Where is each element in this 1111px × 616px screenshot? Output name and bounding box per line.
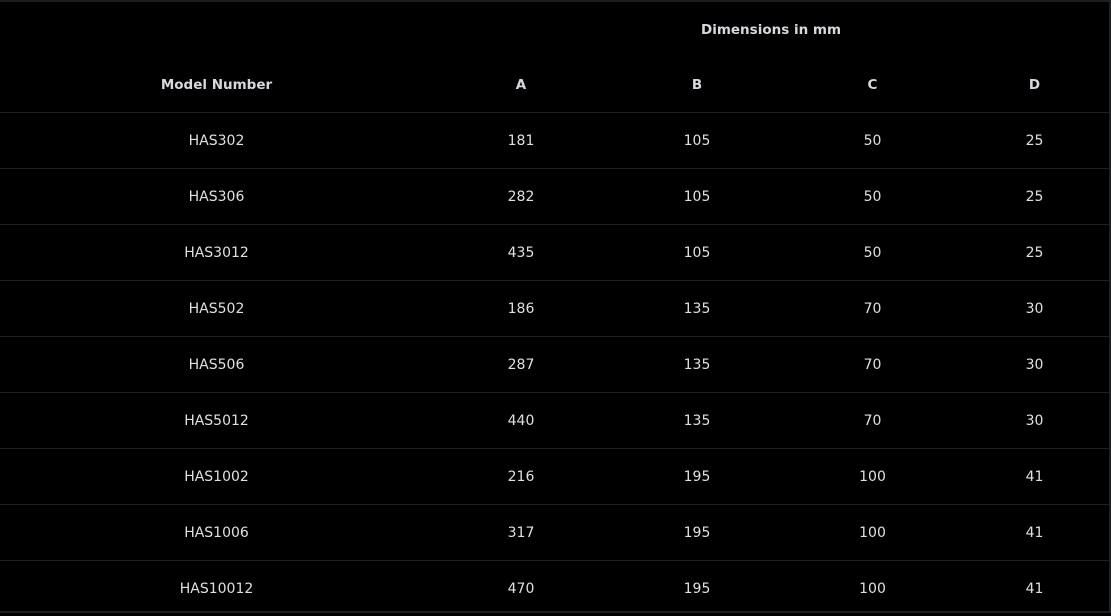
cell-b: 105: [609, 225, 785, 281]
cell-a: 470: [433, 561, 609, 616]
cell-d: 30: [960, 337, 1109, 393]
cell-model-number: HAS5012: [0, 393, 433, 449]
cell-c: 100: [785, 561, 960, 616]
cell-d: 41: [960, 449, 1109, 505]
cell-b: 135: [609, 281, 785, 337]
header-d: D: [960, 57, 1109, 113]
header-spacer: [0, 2, 433, 57]
cell-model-number: HAS10012: [0, 561, 433, 616]
cell-model-number: HAS502: [0, 281, 433, 337]
column-header-row: Model Number A B C D: [0, 57, 1109, 113]
cell-model-number: HAS3012: [0, 225, 433, 281]
cell-c: 70: [785, 337, 960, 393]
cell-d: 41: [960, 561, 1109, 616]
cell-d: 30: [960, 393, 1109, 449]
cell-a: 282: [433, 169, 609, 225]
cell-c: 50: [785, 169, 960, 225]
cell-model-number: HAS306: [0, 169, 433, 225]
cell-b: 195: [609, 561, 785, 616]
cell-c: 50: [785, 113, 960, 169]
cell-model-number: HAS1006: [0, 505, 433, 561]
cell-d: 25: [960, 225, 1109, 281]
group-header-row: Dimensions in mm: [0, 2, 1109, 57]
header-model-number: Model Number: [0, 57, 433, 113]
cell-c: 70: [785, 393, 960, 449]
cell-b: 105: [609, 169, 785, 225]
header-b: B: [609, 57, 785, 113]
cell-a: 435: [433, 225, 609, 281]
cell-d: 25: [960, 169, 1109, 225]
cell-d: 25: [960, 113, 1109, 169]
cell-c: 100: [785, 505, 960, 561]
cell-b: 135: [609, 337, 785, 393]
cell-c: 70: [785, 281, 960, 337]
cell-a: 186: [433, 281, 609, 337]
cell-b: 195: [609, 449, 785, 505]
cell-model-number: HAS1002: [0, 449, 433, 505]
cell-b: 105: [609, 113, 785, 169]
cell-a: 440: [433, 393, 609, 449]
cell-d: 30: [960, 281, 1109, 337]
cell-b: 195: [609, 505, 785, 561]
cell-a: 181: [433, 113, 609, 169]
cell-b: 135: [609, 393, 785, 449]
cell-c: 50: [785, 225, 960, 281]
cell-a: 317: [433, 505, 609, 561]
cell-model-number: HAS302: [0, 113, 433, 169]
cell-a: 287: [433, 337, 609, 393]
header-c: C: [785, 57, 960, 113]
cell-c: 100: [785, 449, 960, 505]
dimensions-group-header: Dimensions in mm: [433, 2, 1109, 57]
cell-model-number: HAS506: [0, 337, 433, 393]
cell-a: 216: [433, 449, 609, 505]
cell-d: 41: [960, 505, 1109, 561]
header-a: A: [433, 57, 609, 113]
